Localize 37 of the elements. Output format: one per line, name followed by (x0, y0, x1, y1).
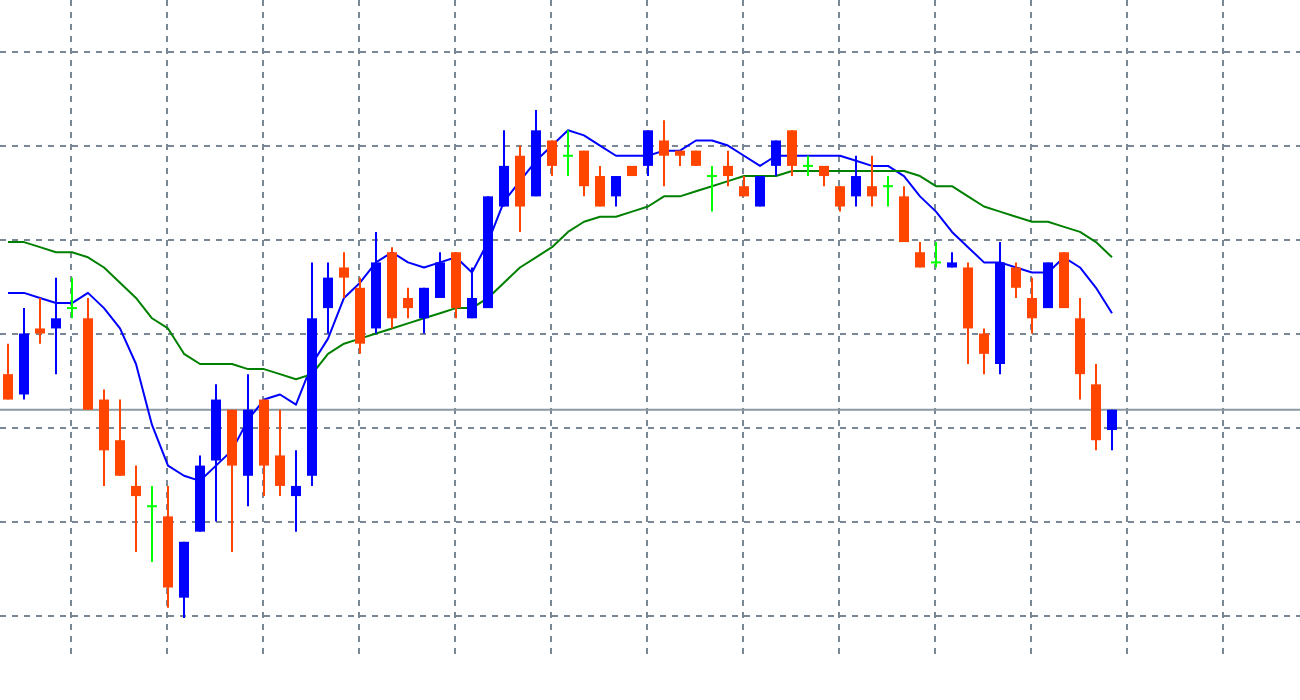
candlestick (771, 139, 781, 178)
candlestick (403, 286, 413, 320)
candlestick (467, 266, 477, 320)
candlestick (867, 154, 877, 208)
candlestick (723, 149, 733, 188)
candlestick (579, 149, 589, 198)
candlestick (595, 164, 605, 208)
candlestick (339, 251, 349, 299)
candlestick (146, 484, 158, 564)
candlestick (131, 464, 141, 553)
candlestick (882, 175, 894, 208)
candlestick (1027, 276, 1037, 335)
candlestick (915, 241, 925, 269)
candlestick (979, 327, 989, 376)
candlestick (419, 286, 429, 335)
candlestick (3, 342, 13, 401)
candlestick (611, 175, 621, 208)
candlestick (35, 296, 45, 345)
candlestick (291, 449, 301, 533)
candlestick (706, 164, 718, 213)
candlestick (1011, 261, 1021, 299)
candlestick (51, 276, 61, 376)
candlestick (275, 408, 285, 498)
candlestick (835, 185, 845, 213)
candlestick (899, 185, 909, 244)
candlestick (547, 139, 557, 178)
candlestick (323, 261, 333, 335)
candlestick (435, 251, 445, 299)
candlestick (1107, 408, 1117, 452)
candlestick (787, 129, 797, 178)
candlestick (659, 119, 669, 188)
candlestick (930, 241, 942, 269)
candlestick (66, 276, 78, 320)
candlestick (562, 129, 574, 178)
candlestick (851, 154, 861, 208)
candlestick (115, 398, 125, 477)
candlestick (802, 154, 814, 178)
